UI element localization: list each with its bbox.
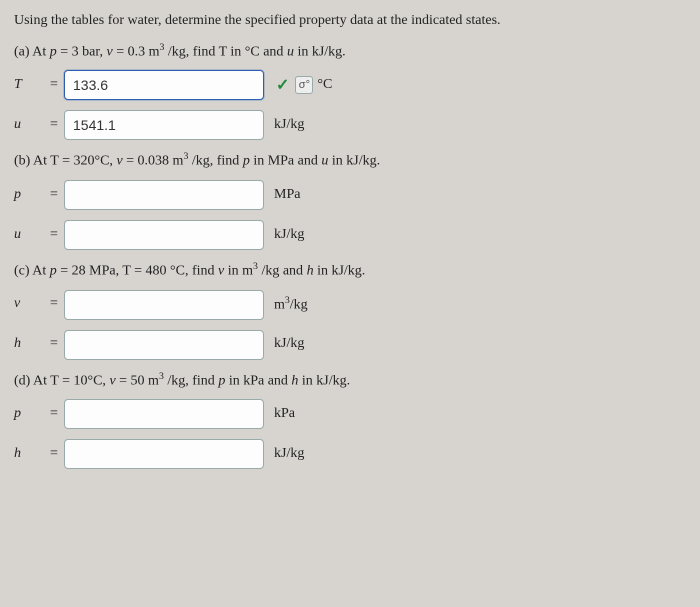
row-b-u: u = kJ/kg [14,220,686,250]
text: = 50 m [116,373,159,388]
text: in kJ/kg. [314,264,366,279]
input-c-v[interactable] [64,290,264,320]
equals: = [50,226,64,245]
unit-b-p: MPa [274,186,300,205]
equals: = [50,335,64,354]
label-h: h [14,335,50,354]
text: /kg, find [188,154,242,169]
row-b-p: p = MPa [14,180,686,210]
unit-post: /kg [290,297,308,312]
text: /kg and [258,264,307,279]
text: = 0.3 m [113,45,160,60]
label-v: v [14,295,50,314]
label-h: h [14,445,50,464]
text: in kJ/kg. [328,154,380,169]
equals: = [50,76,64,95]
input-wrap [64,220,264,250]
var-u: u [287,45,294,60]
input-c-h[interactable] [64,330,264,360]
var-p: p [50,264,57,279]
unit-a-T: °C [317,76,332,95]
input-wrap [64,70,264,100]
equals: = [50,186,64,205]
part-d-prompt: (d) At T = 10°C, v = 50 m3 /kg, find p i… [14,370,686,392]
unit-a-u: kJ/kg [274,116,304,135]
row-a-u: u = kJ/kg [14,110,686,140]
text: in kJ/kg. [298,373,350,388]
var-p: p [50,45,57,60]
text: = 28 MPa, T = 480 °C, find [57,264,218,279]
unit-c-h: kJ/kg [274,335,304,354]
equals: = [50,116,64,135]
part-c-prompt: (c) At p = 28 MPa, T = 480 °C, find v in… [14,260,686,282]
row-a-T: T = ✓ σ° °C [14,70,686,100]
text: (a) At [14,45,50,60]
unit-pre: m [274,297,285,312]
input-wrap [64,290,264,320]
unit-d-p: kPa [274,405,295,424]
text: in m [224,264,253,279]
text: (d) At T = 10°C, [14,373,109,388]
text: (c) At [14,264,50,279]
input-wrap [64,180,264,210]
var-p: p [243,154,250,169]
label-u: u [14,226,50,245]
text: = 3 bar, [57,45,107,60]
equals: = [50,405,64,424]
input-b-p[interactable] [64,180,264,210]
text: = 0.038 m [123,154,184,169]
input-wrap [64,330,264,360]
input-wrap [64,399,264,429]
row-c-v: v = m3/kg [14,290,686,320]
validation-group: ✓ σ° [276,75,313,97]
input-wrap [64,110,264,140]
tolerance-icon[interactable]: σ° [295,76,313,94]
problem-intro: Using the tables for water, determine th… [14,12,686,31]
label-p: p [14,405,50,424]
text: in kJ/kg. [294,45,346,60]
input-d-h[interactable] [64,439,264,469]
text: /kg, find T in °C and [164,45,287,60]
label-p: p [14,186,50,205]
row-c-h: h = kJ/kg [14,330,686,360]
part-a-prompt: (a) At p = 3 bar, v = 0.3 m3 /kg, find T… [14,41,686,63]
equals: = [50,445,64,464]
row-d-p: p = kPa [14,399,686,429]
input-wrap [64,439,264,469]
unit-b-u: kJ/kg [274,226,304,245]
text: (b) At T = 320°C, [14,154,116,169]
var-h: h [307,264,314,279]
unit-c-v: m3/kg [274,294,308,316]
input-a-u[interactable] [64,110,264,140]
input-a-T[interactable] [64,70,264,100]
label-T: T [14,76,50,95]
part-b-prompt: (b) At T = 320°C, v = 0.038 m3 /kg, find… [14,150,686,172]
row-d-h: h = kJ/kg [14,439,686,469]
input-b-u[interactable] [64,220,264,250]
text: /kg, find [164,373,218,388]
unit-d-h: kJ/kg [274,445,304,464]
text: in kPa and [225,373,291,388]
label-u: u [14,116,50,135]
text: in MPa and [250,154,322,169]
equals: = [50,295,64,314]
check-icon: ✓ [276,75,289,97]
input-d-p[interactable] [64,399,264,429]
